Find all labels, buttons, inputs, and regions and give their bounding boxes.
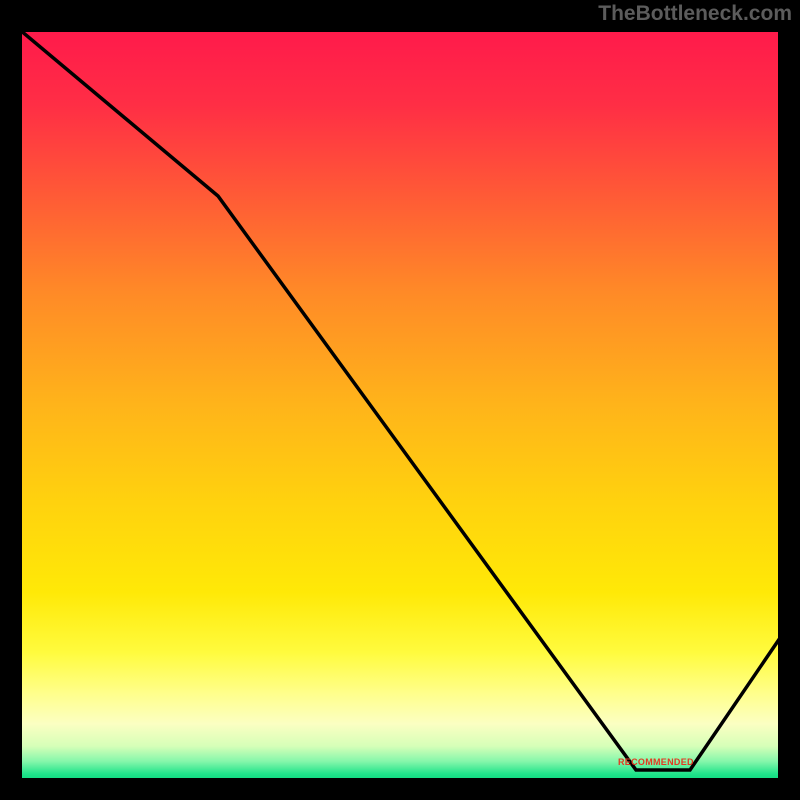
chart-container: { "canvas": { "width": 800, "height": 80… [0,0,800,800]
recommended-label: RECOMMENDED [618,757,694,767]
plot-gradient-background [20,30,780,780]
chart-svg [0,0,800,800]
watermark-text: TheBottleneck.com [598,2,792,26]
